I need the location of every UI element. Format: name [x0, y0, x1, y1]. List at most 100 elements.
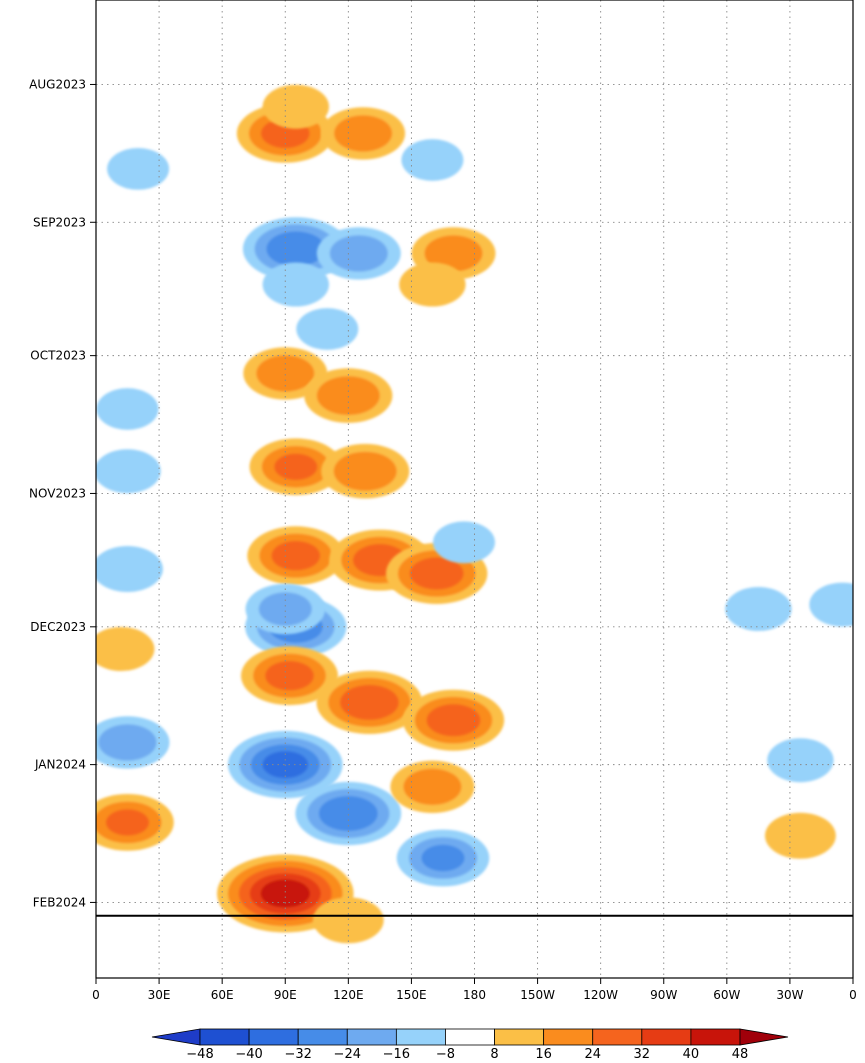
anomaly-feature [725, 587, 792, 631]
x-tick-label: 90W [650, 988, 677, 1002]
anomaly-feature [390, 760, 475, 813]
anomaly-feature [216, 854, 354, 933]
y-tick-label: JAN2024 [34, 758, 86, 772]
colorbar-segment [592, 1028, 643, 1046]
anomaly-band [421, 844, 465, 872]
anomaly-feature [401, 139, 464, 181]
anomaly-band [316, 376, 380, 416]
anomaly-band [96, 627, 155, 671]
anomaly-shading [96, 84, 853, 944]
anomaly-band [725, 587, 792, 631]
anomaly-band [426, 704, 481, 737]
anomaly-band [265, 661, 314, 691]
colorbar-segment [641, 1028, 692, 1046]
anomaly-band [409, 557, 464, 590]
anomaly-feature [96, 546, 163, 592]
x-tick-label: 0 [92, 988, 100, 1002]
anomaly-band [296, 308, 359, 350]
anomaly-band [107, 148, 170, 190]
y-tick-label: SEP2023 [33, 215, 86, 229]
anomaly-band [96, 388, 159, 430]
anomaly-feature [765, 812, 836, 859]
anomaly-band [271, 541, 321, 571]
x-tick-label: 150E [396, 988, 427, 1002]
colorbar-label: −40 [235, 1047, 262, 1062]
colorbar-segment [248, 1028, 299, 1046]
y-tick-label: OCT2023 [30, 349, 86, 363]
x-tick-label: 150W [520, 988, 555, 1002]
x-tick-label: 60W [713, 988, 740, 1002]
anomaly-feature [245, 583, 326, 635]
anomaly-band [401, 139, 464, 181]
anomaly-feature [304, 368, 393, 423]
anomaly-band [258, 592, 312, 626]
colorbar-arrow-low [151, 1028, 201, 1046]
y-axis: AUG2023 SEP2023 OCT2023 NOV2023 DEC2023 JAN20… [29, 77, 96, 909]
anomaly-band [767, 738, 834, 783]
anomaly-feature [399, 262, 466, 307]
anomaly-band [266, 231, 326, 267]
anomaly-feature [321, 107, 406, 160]
colorbar-label: −8 [436, 1047, 455, 1062]
x-tick-label: 90E [274, 988, 297, 1002]
anomaly-band [433, 521, 495, 564]
anomaly-band [256, 355, 315, 392]
y-tick-label: AUG2023 [29, 77, 86, 91]
x-tick-label: 0 [849, 988, 857, 1002]
anomaly-feature [241, 646, 338, 706]
anomaly-band [274, 453, 318, 480]
colorbar-segment [445, 1028, 495, 1046]
colorbar-label: −24 [334, 1047, 361, 1062]
colorbar-arrow-high [739, 1028, 789, 1046]
colorbar-label: 16 [535, 1047, 552, 1062]
grid-lines [96, 0, 853, 978]
anomaly-feature [321, 443, 410, 499]
anomaly-band [105, 809, 150, 836]
x-tick-label: 60E [211, 988, 234, 1002]
colorbar-segment [297, 1028, 348, 1046]
x-tick-label: 120E [333, 988, 364, 1002]
anomaly-band [96, 546, 163, 592]
anomaly-band [262, 262, 329, 307]
anomaly-band [333, 451, 397, 491]
anomaly-feature [107, 148, 170, 190]
anomaly-band [262, 84, 329, 129]
anomaly-band [809, 582, 853, 627]
x-tick-label: 180 [463, 988, 486, 1002]
colorbar-label: 40 [683, 1047, 700, 1062]
anomaly-feature [396, 829, 490, 887]
colorbar-label: 8 [490, 1047, 498, 1062]
anomaly-feature [96, 627, 155, 671]
y-tick-label: FEB2024 [33, 895, 86, 909]
anomaly-feature [262, 84, 329, 129]
colorbar-label: −32 [284, 1047, 311, 1062]
anomaly-band [340, 684, 399, 720]
x-axis: 0 30E 60E 90E 120E 150E 180 150W 120W 90W 60W 30W 0 [92, 978, 857, 1002]
anomaly-feature [312, 897, 384, 944]
anomaly-feature [96, 794, 174, 851]
anomaly-band [98, 724, 157, 761]
colorbar-segment [543, 1028, 594, 1046]
colorbar-label: 32 [634, 1047, 651, 1062]
anomaly-feature [316, 670, 423, 735]
colorbar-label: −16 [383, 1047, 410, 1062]
colorbar-label: −48 [186, 1047, 213, 1062]
anomaly-feature [96, 716, 170, 769]
anomaly-band [96, 449, 161, 494]
anomaly-feature [296, 308, 359, 350]
colorbar: −48 −40 −32 −24 −16 −8 8 16 24 32 40 48 [151, 1028, 789, 1062]
colorbar-segment [494, 1028, 545, 1046]
anomaly-feature [96, 388, 159, 430]
anomaly-feature [96, 449, 161, 494]
x-tick-label: 30W [776, 988, 803, 1002]
anomaly-feature [809, 582, 853, 627]
colorbar-segment [395, 1028, 446, 1046]
x-tick-label: 30E [148, 988, 171, 1002]
colorbar-segment [346, 1028, 397, 1046]
colorbar-label: 48 [732, 1047, 749, 1062]
y-tick-label: NOV2023 [29, 486, 86, 500]
anomaly-feature [295, 781, 402, 846]
anomaly-feature [247, 526, 345, 586]
anomaly-band [399, 262, 466, 307]
